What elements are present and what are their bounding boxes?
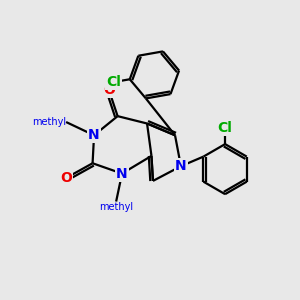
Text: N: N bbox=[116, 167, 128, 181]
Text: Cl: Cl bbox=[106, 75, 121, 89]
Text: O: O bbox=[60, 171, 72, 185]
Text: methyl: methyl bbox=[32, 117, 66, 127]
Text: N: N bbox=[88, 128, 100, 142]
Text: methyl: methyl bbox=[99, 202, 133, 212]
Text: Cl: Cl bbox=[218, 121, 232, 135]
Text: N: N bbox=[175, 159, 187, 173]
Text: O: O bbox=[103, 82, 115, 97]
